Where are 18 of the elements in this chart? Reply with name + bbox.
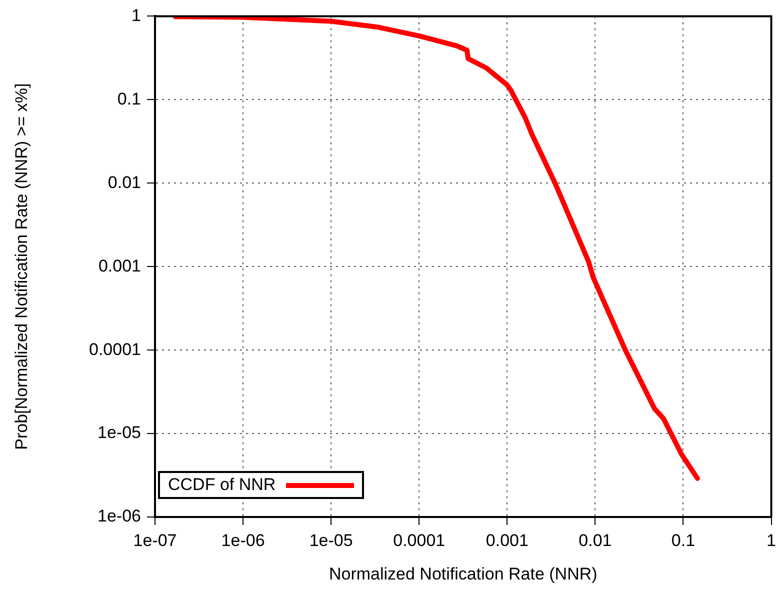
y-axis-title: Prob[Normalized Notification Rate (NNR) >= x%]	[12, 83, 31, 450]
y-tick-label: 0.001	[98, 256, 141, 276]
x-tick-label: 1e-05	[309, 530, 353, 550]
x-tick-label: 0.0001	[393, 530, 446, 550]
x-tick-label: 1	[766, 530, 776, 550]
x-tick-label: 0.001	[486, 530, 528, 550]
y-tick-label: 0.01	[108, 172, 141, 192]
legend-label: CCDF of NNR	[168, 475, 276, 495]
x-tick-label: 1e-06	[221, 530, 265, 550]
y-tick-label: 0.1	[117, 89, 141, 108]
y-tick-label: 1e-05	[98, 423, 141, 442]
x-axis-title: Normalized Notification Rate (NNR)	[328, 564, 598, 584]
x-tick-label: 1e-07	[133, 530, 177, 550]
y-tick-label: 0.0001	[89, 340, 141, 359]
y-tick-label: 1e-06	[98, 506, 141, 526]
y-tick-label: 1	[132, 6, 141, 25]
x-tick-label: 0.1	[671, 530, 696, 550]
x-tick-label: 0.01	[578, 530, 612, 550]
